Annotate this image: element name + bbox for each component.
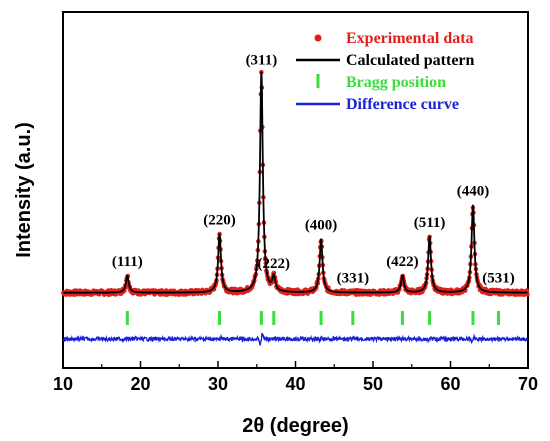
x-tick-label: 20 (130, 374, 150, 394)
calculated-pattern-series (63, 71, 528, 294)
x-tick-label: 30 (208, 374, 228, 394)
legend-label: Difference curve (346, 96, 459, 113)
peak-label: (111) (112, 254, 143, 270)
peak-label: (222) (258, 256, 291, 272)
x-tick-label: 60 (440, 374, 460, 394)
calculated-pattern-line (63, 71, 528, 294)
x-axis-ticks: 10 20 30 40 50 60 70 (53, 361, 538, 394)
bragg-position-series (125, 311, 501, 325)
peak-label: (440) (457, 184, 490, 200)
y-axis-title: Intensity (a.u.) (13, 122, 35, 258)
difference-curve-series (62, 332, 529, 346)
x-tick-label: 70 (518, 374, 538, 394)
peak-label: (400) (305, 218, 338, 234)
peak-label: (531) (482, 271, 515, 287)
legend: Experimental data Calculated pattern Bragg… (296, 30, 475, 113)
x-tick-label: 40 (285, 374, 305, 394)
x-axis-title: 2θ (degree) (242, 415, 348, 437)
legend-label: Bragg position (346, 74, 446, 91)
peak-label: (331) (337, 271, 370, 287)
legend-label: Calculated pattern (346, 52, 475, 69)
x-tick-label: 50 (363, 374, 383, 394)
peak-label: (511) (414, 215, 446, 231)
peak-label: (220) (203, 213, 236, 229)
x-tick-label: 10 (53, 374, 73, 394)
difference-curve-line (62, 332, 529, 346)
peak-labels: (111) (220) (311) (222) (400) (331) (422) (511)… (112, 53, 515, 287)
legend-marker-dot (314, 34, 322, 42)
legend-label: Experimental data (346, 30, 474, 47)
peak-label: (422) (386, 254, 419, 270)
peak-label: (311) (246, 53, 278, 69)
